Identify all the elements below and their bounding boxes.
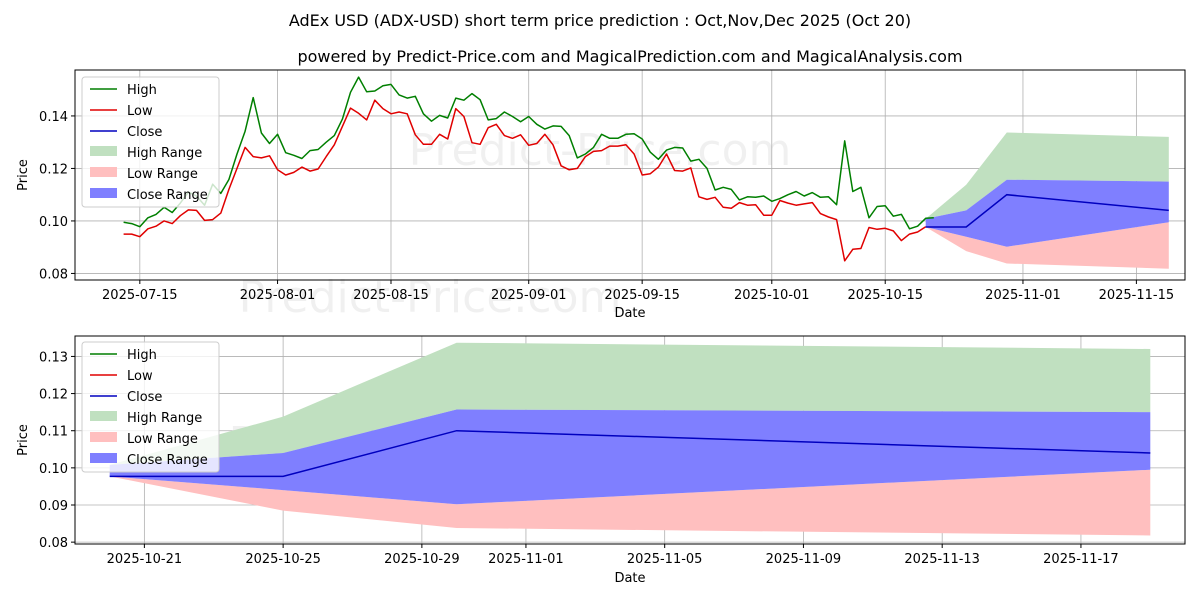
bottom-range-bands: [109, 342, 1151, 536]
bottom-x-tick-label: 2025-11-13: [904, 552, 980, 567]
bottom-x-tick-label: 2025-10-29: [384, 552, 460, 567]
bottom-x-tick-label: 2025-11-17: [1043, 552, 1119, 567]
top-price-panel: Predict-Price.com Predict-Price.com 2025…: [16, 69, 1186, 323]
top-close-range-band: [925, 179, 1169, 247]
top-y-ticks: 0.08 0.10 0.12 0.14: [39, 110, 75, 282]
bottom-plot-frame: [74, 335, 1186, 545]
top-legend-close-range-swatch: [90, 188, 117, 198]
top-legend-high-range-swatch: [90, 146, 117, 156]
bottom-legend-low-label: Low: [127, 369, 153, 384]
top-low-range-band: [925, 222, 1169, 269]
bottom-legend: High Low Close High Range Low Range Clos…: [81, 341, 220, 473]
bottom-y-tick-label: 0.11: [39, 425, 68, 440]
top-low-line: [123, 99, 927, 262]
top-x-tick-label: 2025-10-01: [734, 288, 810, 303]
top-legend-close-label: Close: [127, 125, 162, 140]
bottom-y-tick-label: 0.09: [39, 499, 68, 514]
bottom-legend-close-range-label: Close Range: [127, 453, 208, 468]
bottom-legend-high-label: High: [127, 348, 157, 363]
bottom-legend-low-range-label: Low Range: [127, 432, 198, 447]
top-y-tick-label: 0.12: [39, 162, 68, 177]
top-y-tick-label: 0.14: [39, 110, 68, 125]
bottom-close-line: [109, 429, 1151, 478]
bottom-legend-low-range-swatch: [90, 432, 117, 442]
bottom-x-tick-label: 2025-11-09: [766, 552, 842, 567]
top-y-axis-label: Price: [16, 159, 31, 191]
chart-title: AdEx USD (ADX-USD) short term price pred…: [289, 11, 911, 30]
bottom-y-axis-label: Price: [16, 424, 31, 456]
bottom-y-tick-label: 0.08: [39, 536, 68, 551]
top-x-tick-label: 2025-09-01: [491, 288, 567, 303]
bottom-high-range-band: [109, 342, 1151, 465]
top-legend-low-label: Low: [127, 104, 153, 119]
bottom-x-tick-label: 2025-11-05: [627, 552, 703, 567]
bottom-x-tick-label: 2025-11-01: [488, 552, 564, 567]
top-plot-frame: [74, 69, 1186, 281]
bottom-y-tick-label: 0.13: [39, 350, 68, 365]
top-series-lines: [123, 76, 1169, 262]
top-y-tick-label: 0.10: [39, 215, 68, 230]
top-x-tick-label: 2025-07-15: [102, 288, 178, 303]
bottom-legend-high-range-swatch: [90, 411, 117, 421]
bottom-legend-close-range-swatch: [90, 453, 117, 463]
bottom-x-tick-label: 2025-10-25: [245, 552, 321, 567]
bottom-forecast-panel: Predict-Price.com Predict-Price.com 2025…: [16, 335, 1186, 586]
bottom-x-axis-label: Date: [614, 571, 645, 586]
top-legend-low-range-label: Low Range: [127, 167, 198, 182]
bottom-series-lines: [109, 429, 1151, 478]
top-legend-high-label: High: [127, 83, 157, 98]
top-legend-high-range-label: High Range: [127, 146, 202, 161]
chart-subtitle: powered by Predict-Price.com and Magical…: [297, 47, 962, 66]
top-legend-close-range-label: Close Range: [127, 188, 208, 203]
top-legend-low-range-swatch: [90, 167, 117, 177]
bottom-close-range-band: [109, 409, 1151, 505]
top-legend: High Low Close High Range Low Range Clos…: [81, 76, 220, 208]
bottom-y-tick-label: 0.12: [39, 388, 68, 403]
bottom-x-ticks: 2025-10-21 2025-10-25 2025-10-29 2025-11-01…: [107, 544, 1119, 567]
top-y-tick-label: 0.08: [39, 267, 68, 282]
top-x-tick-label: 2025-11-15: [1099, 288, 1175, 303]
top-high-range-band: [925, 132, 1169, 219]
bottom-y-ticks: 0.08 0.09 0.10 0.11 0.12 0.13: [39, 350, 75, 551]
bottom-low-range-band: [109, 469, 1151, 536]
top-range-bands: [925, 132, 1169, 269]
bottom-x-tick-label: 2025-10-21: [107, 552, 183, 567]
bottom-y-tick-label: 0.10: [39, 462, 68, 477]
top-x-tick-label: 2025-09-15: [604, 288, 680, 303]
top-x-tick-label: 2025-10-15: [847, 288, 923, 303]
bottom-legend-close-label: Close: [127, 390, 162, 405]
top-x-tick-label: 2025-08-15: [353, 288, 429, 303]
top-close-line: [925, 193, 1169, 228]
top-high-line: [123, 76, 934, 230]
top-x-ticks: 2025-07-15 2025-08-01 2025-08-15 2025-09-01…: [102, 280, 1174, 303]
top-x-tick-label: 2025-08-01: [240, 288, 316, 303]
bottom-legend-high-range-label: High Range: [127, 411, 202, 426]
top-x-axis-label: Date: [614, 306, 645, 321]
top-x-tick-label: 2025-11-01: [985, 288, 1061, 303]
